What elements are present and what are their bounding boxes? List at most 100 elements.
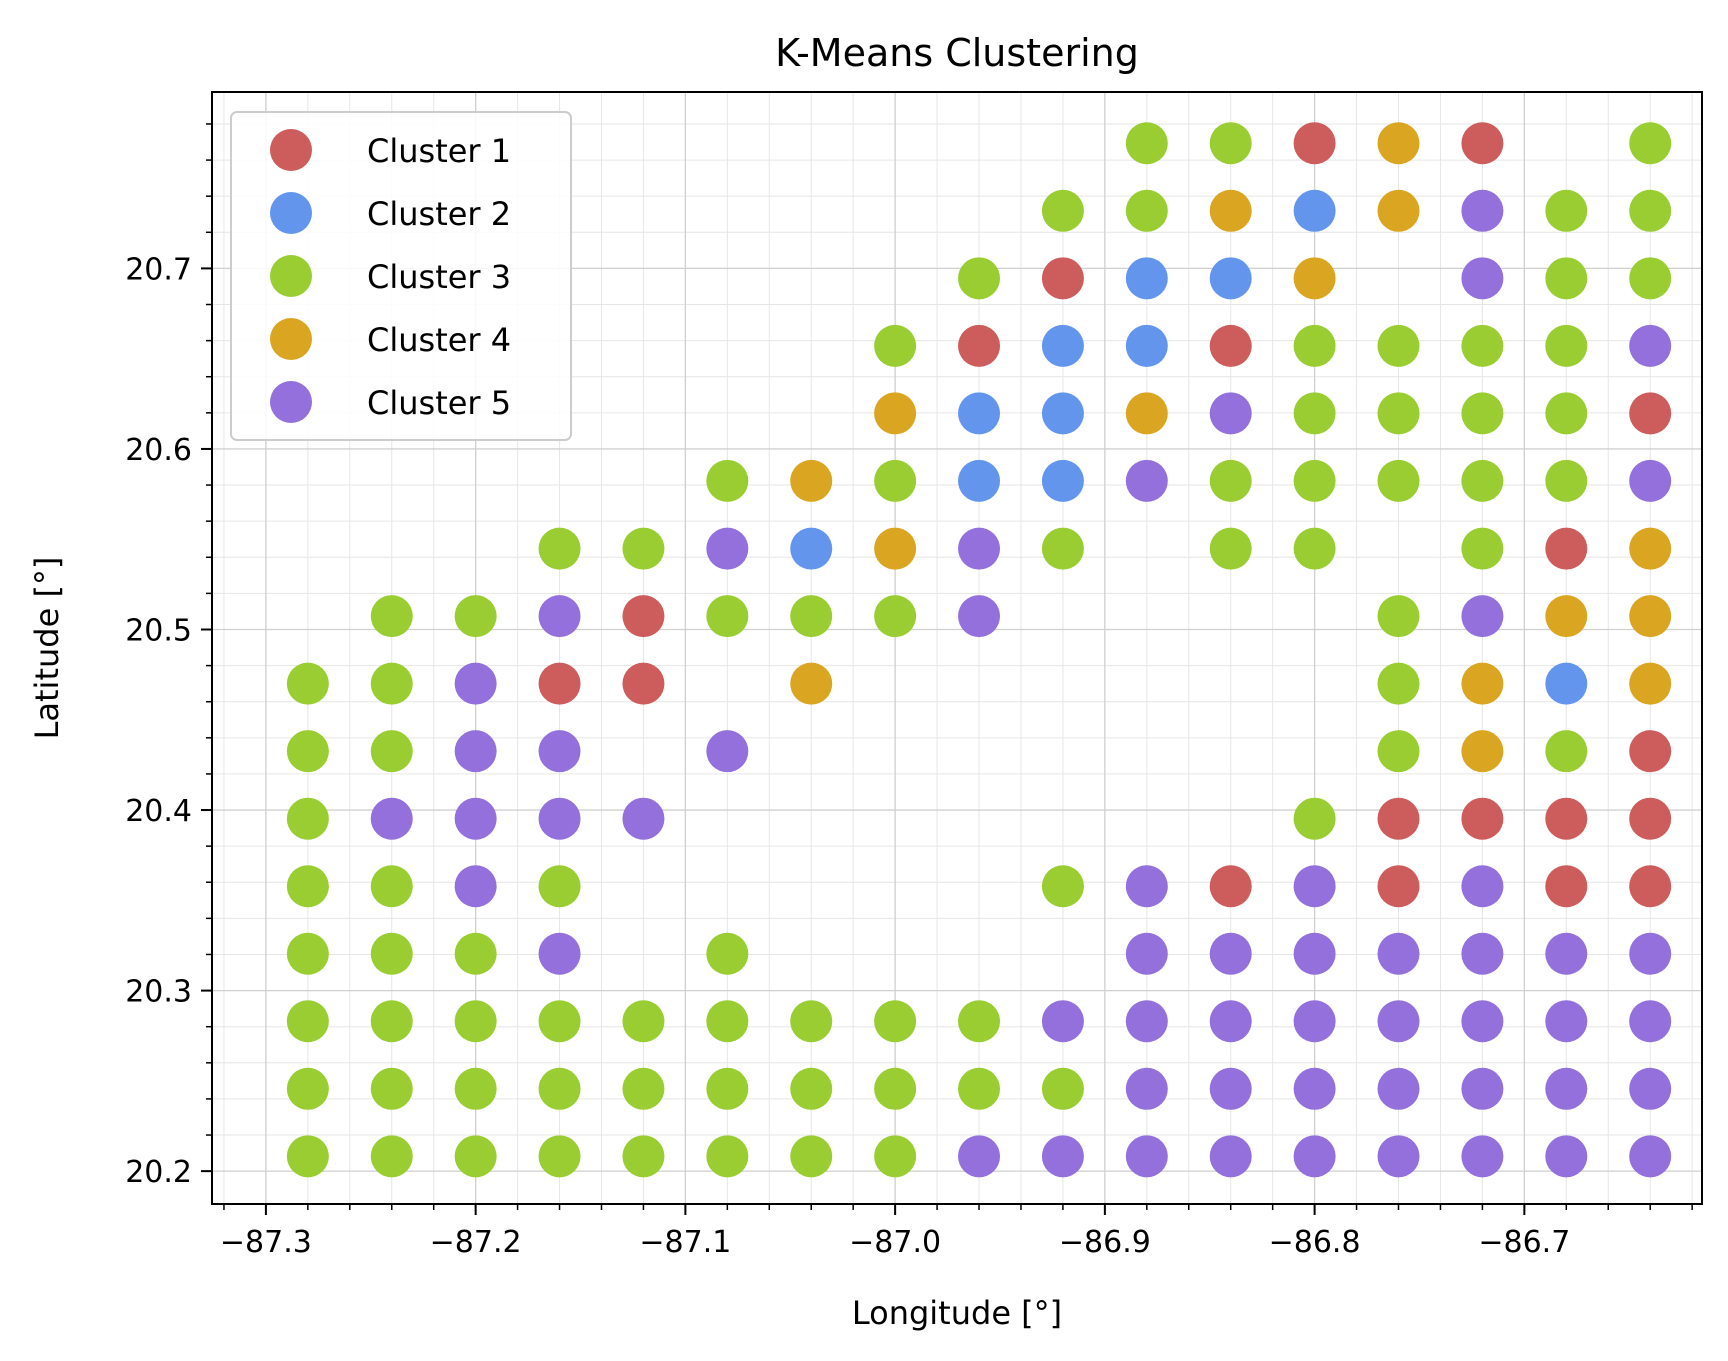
- data-point-cluster-1: [1461, 122, 1504, 165]
- data-point-cluster-5: [538, 730, 581, 773]
- data-point-cluster-3: [790, 1067, 833, 1110]
- data-point-cluster-4: [1629, 595, 1672, 638]
- data-point-cluster-1: [1545, 865, 1588, 908]
- data-point-cluster-3: [874, 1000, 917, 1043]
- data-point-cluster-5: [1461, 1135, 1504, 1178]
- data-point-cluster-5: [1629, 1067, 1672, 1110]
- data-point-cluster-1: [1209, 865, 1252, 908]
- data-point-cluster-5: [1209, 932, 1252, 975]
- data-point-cluster-3: [706, 595, 749, 638]
- data-point-cluster-5: [1293, 1135, 1336, 1178]
- data-point-cluster-3: [958, 1067, 1001, 1110]
- data-point-cluster-5: [958, 527, 1001, 570]
- data-point-cluster-1: [958, 324, 1001, 367]
- data-point-cluster-3: [286, 662, 329, 705]
- legend-label: Cluster 3: [367, 258, 511, 296]
- y-tick-label: 20.3: [125, 975, 192, 1010]
- data-point-cluster-3: [1125, 189, 1168, 232]
- legend-marker: [270, 255, 312, 297]
- data-point-cluster-4: [874, 527, 917, 570]
- data-point-cluster-4: [790, 662, 833, 705]
- data-point-cluster-3: [1293, 392, 1336, 435]
- data-point-cluster-5: [538, 797, 581, 840]
- data-point-cluster-3: [1209, 122, 1252, 165]
- data-point-cluster-2: [790, 527, 833, 570]
- data-point-cluster-3: [1293, 324, 1336, 367]
- data-point-cluster-5: [1209, 1135, 1252, 1178]
- data-point-cluster-3: [1041, 1067, 1084, 1110]
- data-point-cluster-4: [1377, 122, 1420, 165]
- data-point-cluster-3: [1377, 324, 1420, 367]
- data-point-cluster-5: [1125, 459, 1168, 502]
- data-point-cluster-5: [370, 797, 413, 840]
- data-point-cluster-1: [1545, 797, 1588, 840]
- data-point-cluster-3: [874, 1135, 917, 1178]
- data-point-cluster-3: [790, 1135, 833, 1178]
- data-point-cluster-2: [1125, 324, 1168, 367]
- y-tick-label: 20.2: [125, 1155, 192, 1190]
- data-point-cluster-5: [1125, 1000, 1168, 1043]
- data-point-cluster-5: [1545, 1067, 1588, 1110]
- data-point-cluster-3: [538, 1000, 581, 1043]
- data-point-cluster-5: [1461, 865, 1504, 908]
- data-point-cluster-5: [622, 797, 665, 840]
- legend-marker: [270, 192, 312, 234]
- y-tick-label: 20.4: [125, 794, 192, 829]
- data-point-cluster-3: [370, 865, 413, 908]
- data-point-cluster-3: [706, 1000, 749, 1043]
- data-point-cluster-5: [1461, 189, 1504, 232]
- chart-title: K-Means Clustering: [775, 31, 1139, 75]
- data-point-cluster-3: [1461, 527, 1504, 570]
- data-point-cluster-3: [622, 1000, 665, 1043]
- data-point-cluster-3: [706, 459, 749, 502]
- data-point-cluster-3: [1545, 392, 1588, 435]
- data-point-cluster-3: [874, 595, 917, 638]
- data-point-cluster-3: [1041, 189, 1084, 232]
- data-point-cluster-5: [1629, 1135, 1672, 1178]
- y-tick-label: 20.5: [125, 613, 192, 648]
- data-point-cluster-5: [1377, 1067, 1420, 1110]
- data-point-cluster-3: [790, 595, 833, 638]
- data-point-cluster-2: [1545, 662, 1588, 705]
- data-point-cluster-4: [1461, 662, 1504, 705]
- data-point-cluster-3: [370, 932, 413, 975]
- data-point-cluster-3: [622, 1135, 665, 1178]
- data-point-cluster-3: [1545, 459, 1588, 502]
- data-point-cluster-3: [874, 459, 917, 502]
- data-point-cluster-5: [454, 730, 497, 773]
- data-point-cluster-3: [1545, 189, 1588, 232]
- data-point-cluster-3: [1545, 730, 1588, 773]
- data-point-cluster-3: [286, 1000, 329, 1043]
- x-tick-label: −87.2: [430, 1225, 522, 1260]
- data-point-cluster-5: [1125, 1135, 1168, 1178]
- data-point-cluster-3: [286, 797, 329, 840]
- y-tick-label: 20.6: [125, 433, 192, 468]
- data-point-cluster-1: [1461, 797, 1504, 840]
- legend-label: Cluster 5: [367, 384, 511, 422]
- data-point-cluster-3: [958, 257, 1001, 300]
- data-point-cluster-5: [1545, 1135, 1588, 1178]
- data-point-cluster-3: [1377, 662, 1420, 705]
- data-point-cluster-2: [1041, 392, 1084, 435]
- legend-marker: [270, 381, 312, 423]
- data-point-cluster-3: [286, 730, 329, 773]
- data-point-cluster-5: [706, 527, 749, 570]
- data-point-cluster-1: [1629, 797, 1672, 840]
- data-point-cluster-5: [1125, 865, 1168, 908]
- data-point-cluster-4: [790, 459, 833, 502]
- data-point-cluster-1: [538, 662, 581, 705]
- data-point-cluster-3: [370, 1067, 413, 1110]
- data-point-cluster-1: [622, 662, 665, 705]
- y-axis-label: Latitude [°]: [28, 557, 66, 740]
- data-point-cluster-3: [1377, 595, 1420, 638]
- data-point-cluster-5: [538, 932, 581, 975]
- data-point-cluster-3: [958, 1000, 1001, 1043]
- data-point-cluster-3: [286, 865, 329, 908]
- legend-marker: [270, 318, 312, 360]
- data-point-cluster-3: [286, 932, 329, 975]
- data-point-cluster-5: [1629, 459, 1672, 502]
- x-tick-label: −87.0: [849, 1225, 941, 1260]
- data-point-cluster-5: [1545, 1000, 1588, 1043]
- data-point-cluster-3: [370, 1000, 413, 1043]
